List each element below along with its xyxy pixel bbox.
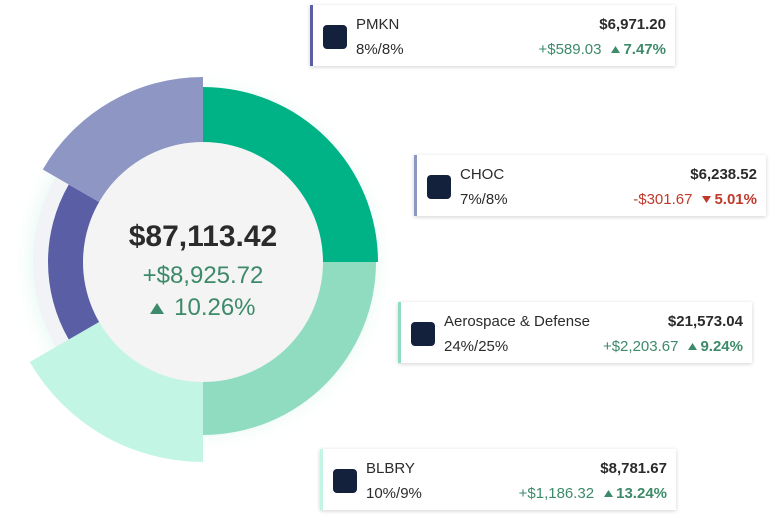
value: $8,781.67 — [600, 460, 667, 477]
allocation: 10%/9% — [366, 485, 422, 502]
ticker: PMKN — [356, 16, 400, 33]
holding-icon — [411, 322, 435, 346]
holding-card: Aerospace & Defense 24%/25% $21,573.04 +$2,… — [398, 302, 752, 363]
total-change-pct: 10.26% — [83, 294, 323, 322]
holding-card: BLBRY 10%/9% $8,781.67 +$1,186.32 13.24% — [320, 449, 676, 510]
total-value: $87,113.42 — [128, 220, 278, 253]
summary: $87,113.42 +$8,925.72 10.26% — [83, 220, 323, 322]
donut-segment — [47, 184, 101, 340]
change: -$301.67 — [633, 191, 693, 208]
holding-icon — [427, 175, 451, 199]
change-row: +$589.03 7.47% — [538, 41, 666, 58]
center-disc — [83, 142, 323, 382]
change-pct: 7.47% — [623, 41, 666, 58]
down-arrow — [702, 196, 712, 203]
change-pct: 5.01% — [714, 191, 757, 208]
allocation-donut — [29, 77, 378, 462]
up-arrow — [604, 490, 614, 497]
donut-segment — [203, 87, 378, 262]
donut-segment — [203, 262, 376, 435]
pct-text: 10.26% — [174, 294, 256, 321]
change: +$1,186.32 — [518, 485, 595, 502]
ticker: Aerospace & Defense — [444, 313, 590, 330]
donut-segment — [29, 321, 203, 462]
value: $21,573.04 — [667, 313, 743, 330]
change-pct: 9.24% — [700, 338, 743, 355]
change: +$589.03 — [538, 41, 602, 58]
change-pct: 13.24% — [616, 485, 667, 502]
value: $6,238.52 — [690, 166, 757, 183]
change-row: +$2,203.67 9.24% — [603, 338, 743, 355]
ticker: CHOC — [460, 166, 505, 183]
holding-card: CHOC 7%/8% $6,238.52 -$301.67 5.01% — [414, 155, 766, 216]
up-arrow — [611, 46, 621, 53]
ticker: BLBRY — [366, 460, 415, 477]
allocation: 24%/25% — [444, 338, 509, 355]
allocation: 7%/8% — [460, 191, 508, 208]
change-row: +$1,186.32 13.24% — [519, 485, 667, 502]
value: $6,971.20 — [599, 16, 666, 33]
total-change: +$8,925.72 — [142, 262, 264, 289]
donut-segment — [42, 77, 203, 203]
change: +$2,203.67 — [602, 338, 679, 355]
holding-icon — [323, 25, 347, 49]
up-arrow — [688, 343, 698, 350]
allocation: 8%/8% — [356, 41, 404, 58]
holding-icon — [333, 469, 357, 493]
holding-card: PMKN 8%/8% $6,971.20 +$589.03 7.47% — [310, 5, 675, 66]
change-row: -$301.67 5.01% — [633, 191, 757, 208]
up-arrow — [150, 303, 165, 314]
